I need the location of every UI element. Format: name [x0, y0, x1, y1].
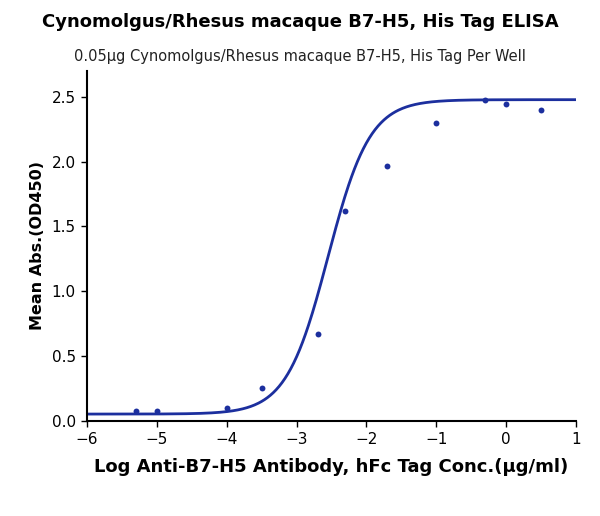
Point: [152, 407, 161, 415]
Point: [383, 162, 392, 170]
Point: [536, 106, 546, 114]
Point: [257, 384, 266, 392]
Point: [431, 119, 441, 127]
Text: Cynomolgus/Rhesus macaque B7-H5, His Tag ELISA: Cynomolgus/Rhesus macaque B7-H5, His Tag…: [41, 13, 559, 31]
Text: 0.05μg Cynomolgus/Rhesus macaque B7-H5, His Tag Per Well: 0.05μg Cynomolgus/Rhesus macaque B7-H5, …: [74, 49, 526, 64]
Point: [313, 330, 322, 338]
Point: [341, 207, 350, 215]
Point: [481, 95, 490, 104]
X-axis label: Log Anti-B7-H5 Antibody, hFc Tag Conc.(μg/ml): Log Anti-B7-H5 Antibody, hFc Tag Conc.(μ…: [94, 458, 569, 476]
Point: [222, 404, 232, 412]
Y-axis label: Mean Abs.(OD450): Mean Abs.(OD450): [30, 162, 45, 330]
Point: [131, 407, 141, 415]
Point: [502, 100, 511, 108]
